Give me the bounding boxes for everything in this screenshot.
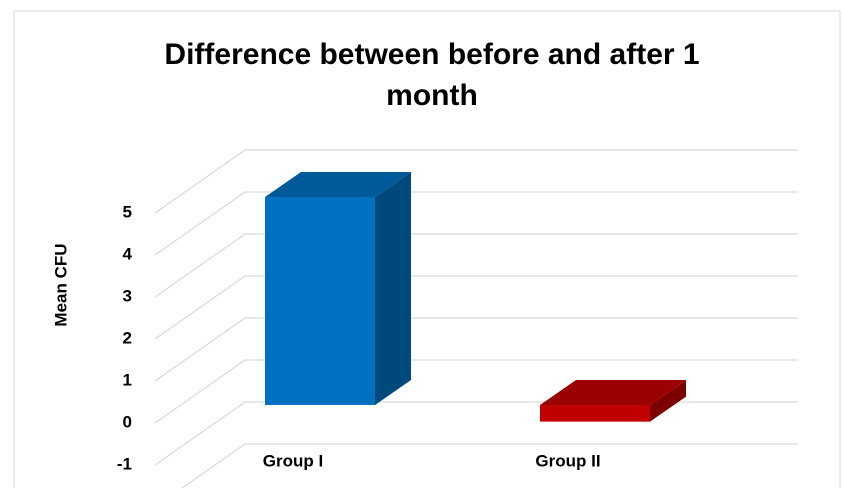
chart-title: month	[386, 79, 478, 112]
grid-line	[154, 191, 798, 256]
x-tick-label: Group I	[263, 451, 323, 470]
bar	[540, 405, 650, 422]
grid-line	[181, 443, 798, 488]
chart-title: Difference between before and after 1	[164, 38, 699, 71]
grid-line	[154, 233, 798, 298]
x-tick-label: Group II	[535, 451, 600, 470]
bar-side	[375, 172, 411, 405]
chart-border	[13, 10, 841, 488]
y-tick-label: 4	[123, 244, 133, 263]
grid-line	[154, 275, 798, 340]
grid-line	[154, 149, 798, 214]
y-tick-label: 3	[123, 286, 132, 305]
y-tick-label: -1	[117, 454, 132, 473]
y-tick-label: 2	[123, 328, 132, 347]
bar	[265, 197, 375, 405]
y-axis-label: Mean CFU	[51, 243, 70, 326]
y-tick-label: 0	[123, 412, 132, 431]
bar-side	[650, 380, 686, 422]
grid-line	[154, 317, 798, 382]
y-tick-label: 5	[123, 202, 132, 221]
y-tick-label: 1	[123, 370, 132, 389]
bar-top	[540, 380, 686, 405]
bar-top	[265, 172, 411, 197]
grid-line	[154, 359, 798, 424]
